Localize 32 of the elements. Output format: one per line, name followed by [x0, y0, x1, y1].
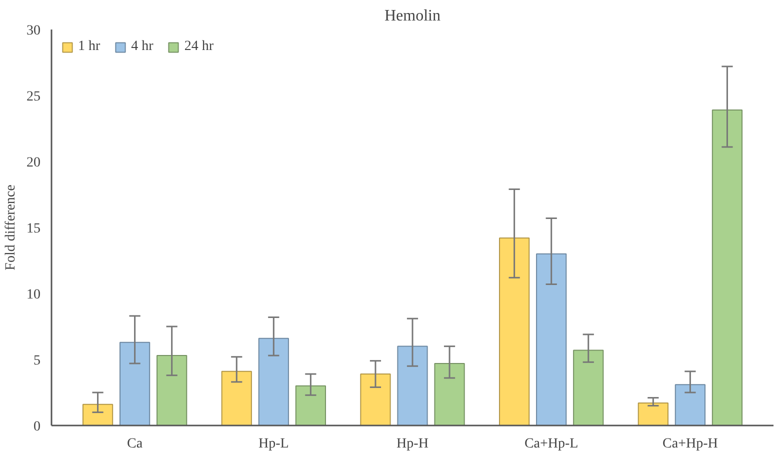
- x-tick-label: Ca+Hp-H: [662, 436, 718, 452]
- bar: [638, 402, 668, 426]
- chart-title: Hemolin: [384, 8, 441, 24]
- y-axis-title: Fold difference: [4, 184, 18, 270]
- y-tick-label: 10: [26, 288, 40, 302]
- y-tick-label: 5: [34, 354, 40, 368]
- bar: [499, 238, 530, 426]
- bar: [360, 374, 391, 426]
- bar: [573, 350, 604, 426]
- bar: [397, 346, 428, 426]
- y-tick-label: 0: [34, 420, 40, 434]
- x-tick-label: Hp-H: [396, 436, 428, 452]
- bar: [258, 338, 289, 426]
- bar: [82, 404, 114, 426]
- x-tick-label: Hp-L: [258, 436, 289, 452]
- bar: [434, 362, 465, 426]
- y-tick-label: 25: [26, 90, 40, 104]
- bar: [221, 370, 252, 426]
- bar: [295, 385, 326, 426]
- y-tick-label: 15: [26, 222, 40, 236]
- y-tick-label: 30: [26, 24, 40, 38]
- bar: [156, 355, 188, 426]
- legend-label: 4 hr: [131, 39, 154, 55]
- x-tick-label: Ca: [127, 436, 144, 452]
- bar: [712, 110, 743, 426]
- legend-label: 24 hr: [184, 39, 214, 55]
- bar: [119, 342, 150, 426]
- bar: [674, 384, 706, 426]
- x-tick-label: Ca+Hp-L: [524, 436, 578, 452]
- y-tick-label: 20: [26, 156, 40, 170]
- legend-label: 1 hr: [78, 39, 100, 55]
- bar: [536, 253, 567, 426]
